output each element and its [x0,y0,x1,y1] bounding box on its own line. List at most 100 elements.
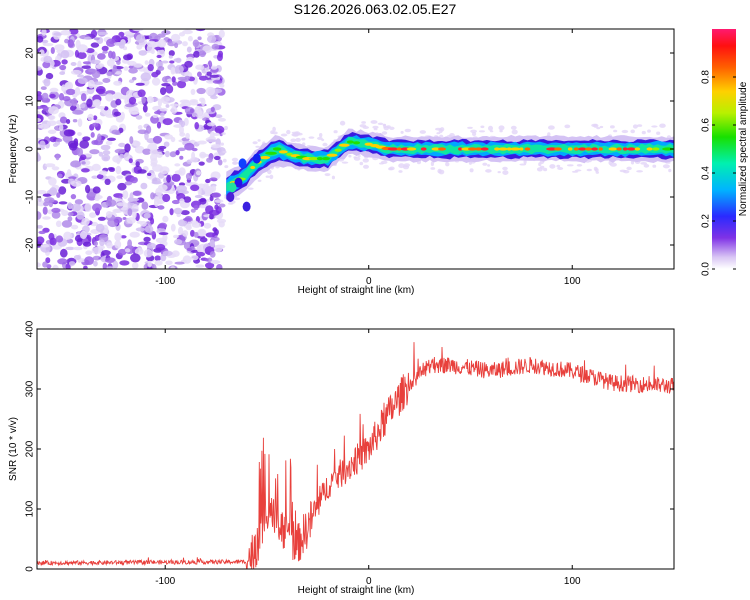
sparse-speckle [222,150,227,154]
noise-speckle [210,65,218,70]
noise-speckle [79,103,86,109]
noise-speckle [131,76,137,81]
tone-peak [646,147,653,151]
sparse-speckle [362,126,369,129]
snr-ylabel: SNR (10 * v/v) [8,417,19,481]
tone-peak [420,147,427,151]
noise-speckle [100,250,111,256]
noise-speckle [97,216,106,221]
sparse-speckle [538,162,542,167]
noise-speckle [176,185,188,193]
noise-speckle [147,260,152,268]
noise-speckle [206,71,212,76]
noise-speckle [170,223,176,232]
noise-speckle [214,125,225,134]
noise-speckle [70,180,82,187]
noise-speckle [211,144,222,149]
noise-speckle [141,96,146,104]
spectrogram-ytick-label: -20 [25,237,36,252]
noise-speckle [197,140,207,145]
noise-speckle [127,208,133,217]
noise-speckle [70,160,82,168]
sparse-speckle [353,156,358,159]
noise-speckle [80,154,87,160]
noise-speckle [162,233,168,242]
tone-peak [651,147,660,151]
noise-speckle [189,108,194,114]
sparse-speckle [324,173,331,177]
noise-speckle [180,120,186,128]
noise-speckle [134,145,145,154]
noise-speckle [42,106,49,111]
sparse-speckle [543,167,548,172]
noise-speckle [49,237,57,246]
noise-speckle [50,47,55,54]
noise-speckle [96,133,102,142]
noise-speckle [194,194,203,199]
noise-speckle [152,114,159,119]
noise-speckle [190,184,200,192]
sparse-speckle [470,129,477,133]
sparse-speckle [359,161,364,166]
colorbar-tick-label: 0.0 [701,262,712,276]
noise-speckle [190,220,199,225]
noise-speckle [66,169,72,176]
noise-speckle [108,50,113,59]
noise-speckle [199,50,206,58]
snr-ytick-label: 200 [25,440,36,457]
sparse-speckle [292,132,299,137]
snr-xtick-label: 0 [366,576,372,587]
noise-speckle [133,63,143,68]
noise-speckle [141,201,149,210]
noise-speckle [170,106,178,114]
noise-speckle [128,79,135,84]
noise-speckle [212,227,218,232]
noise-speckle [164,150,170,158]
tone-peak [480,147,489,151]
noise-speckle [49,93,56,99]
noise-speckle [99,170,108,175]
noise-speckle [204,258,209,262]
noise-speckle [193,50,200,58]
tone-peak [616,147,622,151]
sparse-speckle [656,131,661,135]
sparse-speckle [445,162,450,167]
noise-speckle [165,260,173,266]
noise-speckle [136,197,145,203]
tone-peak [662,147,674,151]
noise-speckle [37,66,42,71]
noise-speckle [40,86,47,90]
noise-speckle [190,156,199,163]
noise-speckle [137,169,147,174]
snr-marks [37,342,674,569]
tone-peak [326,153,338,157]
sparse-speckle [596,127,601,130]
noise-speckle [60,248,68,258]
noise-speckle [175,66,179,74]
noise-speckle [77,77,88,84]
noise-speckle [218,117,226,122]
noise-speckle [76,211,85,220]
noise-speckle [96,174,104,180]
noise-speckle [49,87,59,93]
noise-speckle [197,71,202,78]
noise-speckle [170,33,181,42]
noise-speckle [62,96,71,102]
sparse-speckle [341,161,349,164]
sparse-speckle [221,132,226,135]
noise-speckle [190,88,196,95]
tone-peak [406,147,417,151]
noise-speckle [84,203,92,212]
sparse-speckle [382,123,386,127]
noise-speckle [102,50,108,54]
noise-speckle [77,132,82,136]
noise-speckle [69,29,79,35]
noise-speckle [77,60,82,69]
noise-speckle [212,79,223,84]
noise-speckle [178,32,186,37]
tone-peak [519,147,524,151]
sparse-speckle [472,132,477,136]
sparse-speckle [510,125,517,130]
noise-speckle [112,260,119,269]
